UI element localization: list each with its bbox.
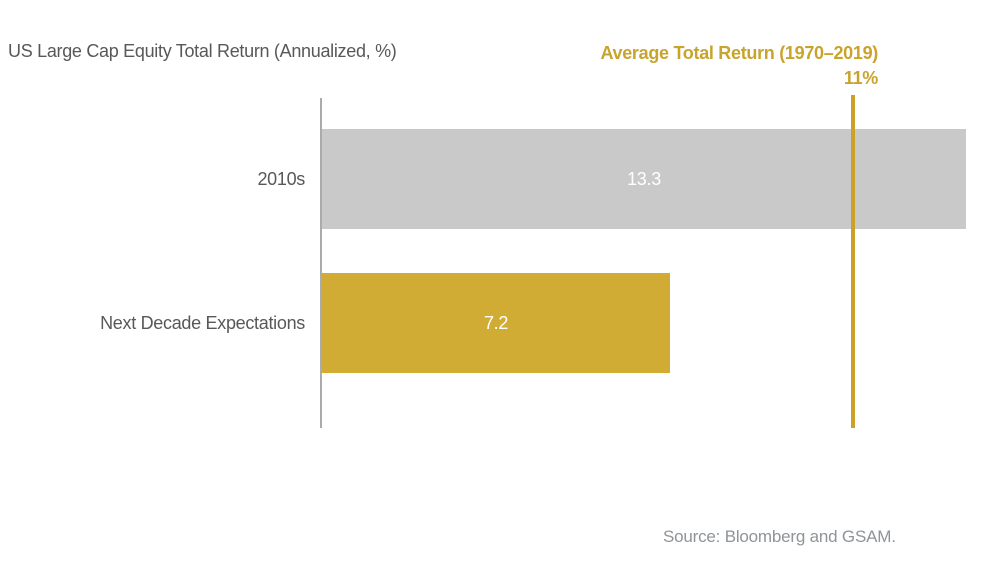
bar-next-decade: 7.2 — [322, 273, 670, 373]
average-return-reference-line — [851, 95, 855, 428]
chart-title: US Large Cap Equity Total Return (Annual… — [8, 41, 397, 61]
bar-value-next-decade: 7.2 — [483, 312, 509, 333]
reference-annotation: Average Total Return (1970–2019) 11% — [600, 41, 878, 91]
reference-annotation-value: 11% — [843, 68, 878, 88]
y-axis-line — [320, 98, 322, 428]
source-note: Source: Bloomberg and GSAM. — [663, 527, 896, 546]
bar-2010s: 13.3 — [322, 129, 966, 229]
category-label-next-decade: Next Decade Expectations — [100, 312, 305, 333]
reference-annotation-title: Average Total Return (1970–2019) — [600, 43, 878, 63]
bar-value-2010s: 13.3 — [627, 168, 661, 189]
category-label-2010s: 2010s — [257, 168, 305, 189]
